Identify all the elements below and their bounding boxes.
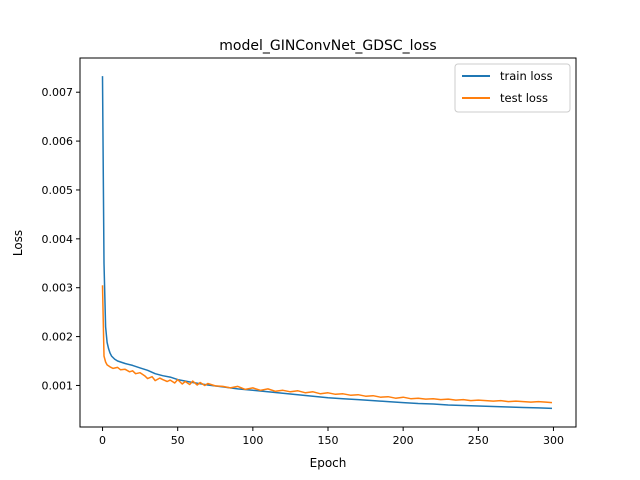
y-tick-label: 0.003 xyxy=(42,282,74,295)
x-tick-label: 50 xyxy=(171,434,185,447)
x-axis: 0 50 100 150 200 250 300 xyxy=(99,427,564,447)
y-tick-label: 0.005 xyxy=(42,184,74,197)
series-layer xyxy=(101,76,553,410)
legend-label-test-loss: test loss xyxy=(500,91,548,105)
x-tick-label: 150 xyxy=(318,434,339,447)
y-tick-label: 0.002 xyxy=(42,331,74,344)
y-tick-label: 0.007 xyxy=(42,86,74,99)
series-line-test-loss xyxy=(101,285,553,404)
y-tick-label: 0.006 xyxy=(42,135,74,148)
y-tick-label: 0.004 xyxy=(42,233,74,246)
plot-frame xyxy=(79,57,577,428)
chart-title: model_GINConvNet_GDSC_loss xyxy=(219,38,436,54)
y-axis-label: Loss xyxy=(11,230,25,256)
x-tick-label: 250 xyxy=(468,434,489,447)
plot-area xyxy=(79,57,577,428)
x-tick-label: 100 xyxy=(242,434,263,447)
x-tick-label: 0 xyxy=(99,434,106,447)
x-axis-label: Epoch xyxy=(310,456,347,470)
x-tick-label: 200 xyxy=(393,434,414,447)
series-line-train-loss xyxy=(101,76,553,410)
legend-label-train-loss: train loss xyxy=(500,69,553,83)
y-tick-label: 0.001 xyxy=(42,379,74,392)
x-tick-label: 300 xyxy=(543,434,564,447)
legend: train loss test loss xyxy=(454,63,571,113)
y-axis: 0.001 0.002 0.003 0.004 0.005 0.006 0.007 xyxy=(42,86,80,392)
